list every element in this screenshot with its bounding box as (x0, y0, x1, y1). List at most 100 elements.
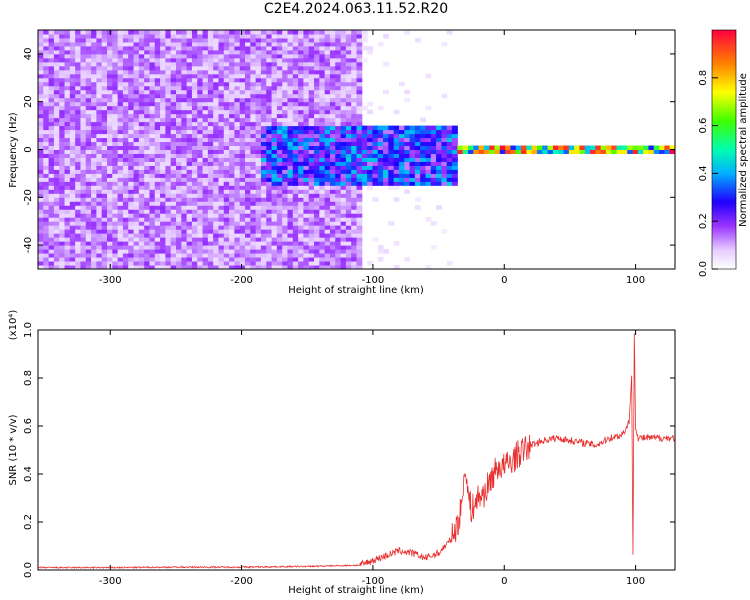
spectrogram-cell (91, 53, 97, 59)
spectrogram-cell (345, 205, 352, 210)
spectrogram-cell (43, 225, 50, 230)
spectrogram-cell (207, 145, 214, 150)
spectrogram-cell (234, 53, 241, 59)
spectrogram-cell (38, 105, 44, 111)
spectrogram-cell (319, 245, 326, 250)
spectrogram-cell (154, 169, 161, 174)
spectrogram-cell (218, 53, 225, 59)
spectrogram-cell (154, 89, 161, 95)
spectrogram-cell (351, 89, 357, 95)
spectrogram-cell (276, 189, 283, 194)
spectrogram-cell (361, 157, 368, 162)
spectrogram-cell (59, 265, 66, 269)
spectrogram-cell (260, 173, 267, 178)
spectrogram-cell (319, 181, 326, 186)
spectrogram-cell (197, 109, 204, 115)
spectrogram-cell (85, 217, 92, 222)
spectrogram-cell (91, 101, 97, 107)
spectrogram-cell (234, 117, 241, 123)
spectrogram-cell (324, 173, 331, 178)
spectrogram-cell (250, 129, 257, 135)
spectrogram-cell (165, 49, 172, 55)
spectrogram-cell (154, 73, 161, 79)
spectrogram-cell (436, 145, 442, 150)
spectrogram-cell (245, 253, 251, 258)
spectrogram-cell (229, 225, 235, 230)
spectrogram-cell (176, 149, 182, 154)
spectrogram-cell (250, 117, 257, 123)
spectrogram-cell (324, 189, 331, 194)
spectrogram-cell (260, 41, 267, 47)
spectrogram-cell (308, 33, 315, 39)
spectrogram-cell (303, 141, 310, 147)
spectrogram-cell (308, 85, 315, 91)
spectrogram-cell (91, 237, 97, 242)
spectrogram-cell (218, 73, 225, 79)
spectrogram-cell (48, 105, 55, 111)
spectrogram-cell (117, 253, 124, 258)
spectrogram-cell (314, 225, 320, 230)
spectrogram-cell (340, 81, 347, 87)
spectrogram-cell (229, 113, 235, 119)
spectrogram-cell (329, 81, 336, 87)
spectrogram-cell (133, 145, 140, 150)
spectrogram-cell (531, 145, 538, 150)
spectrogram-cell (271, 53, 278, 59)
spectrogram-cell (207, 69, 214, 75)
spectrogram-cell (340, 213, 347, 218)
spectrogram-cell (314, 121, 320, 127)
spectrogram-cell (122, 129, 129, 135)
spectrogram-cell (229, 245, 235, 250)
spectrogram-cell (133, 193, 140, 198)
spectrogram-cell (101, 177, 108, 182)
spectrogram-cell (298, 113, 304, 119)
spectrogram-cell (149, 133, 156, 139)
spectrogram-cell (414, 181, 421, 186)
spectrogram-cell (53, 237, 60, 242)
spectrogram-cell (128, 173, 135, 178)
spectrogram-cell (154, 209, 161, 214)
spectrogram-cell (48, 261, 55, 266)
x-tick-label: 100 (626, 275, 645, 286)
spectrogram-cell (207, 45, 214, 51)
spectrogram-cell (266, 145, 273, 150)
spectrogram-cell (351, 261, 357, 266)
spectrogram-cell (345, 97, 352, 103)
spectrogram-cell (239, 241, 246, 246)
spectrogram-cell (335, 37, 342, 43)
spectrogram-cell (414, 137, 421, 143)
spectrogram-cell (308, 45, 315, 51)
spectrogram-cell (75, 161, 81, 166)
spectrogram-cell (255, 105, 262, 111)
spectrogram-cell (207, 125, 214, 131)
spectrogram-cell (91, 249, 97, 254)
spectrogram-cell (218, 173, 225, 178)
spectrogram-cell (69, 30, 76, 35)
spectrogram-cell (197, 205, 204, 210)
spectrogram-cell (329, 133, 336, 139)
spectrogram-cell (245, 237, 251, 242)
spectrogram-cell (101, 41, 108, 47)
spectrogram-cell (266, 197, 273, 202)
spectrogram-cell (398, 165, 405, 170)
spectrogram-cell (234, 69, 241, 75)
spectrogram-cell (69, 133, 76, 139)
spectrogram-cell (298, 125, 304, 131)
spectrogram-cell (250, 213, 257, 218)
spectrogram-cell (48, 145, 55, 150)
spectrogram-cell (223, 61, 230, 67)
spectrogram-cell (160, 65, 166, 71)
spectrogram-cell (229, 30, 235, 35)
spectrogram-cell (276, 197, 283, 202)
spectrogram-cell (308, 93, 315, 99)
spectrogram-cell (213, 165, 219, 170)
spectrogram-cell (128, 201, 135, 206)
spectrogram-cell (245, 33, 251, 39)
spectrogram-cell (292, 81, 299, 87)
spectrogram-cell (91, 69, 97, 75)
spectrogram-cell (542, 149, 549, 154)
spectrogram-cell (303, 85, 310, 91)
spectrogram-cell (176, 253, 182, 258)
spectrogram-cell (154, 149, 161, 154)
spectrogram-cell (335, 141, 342, 147)
